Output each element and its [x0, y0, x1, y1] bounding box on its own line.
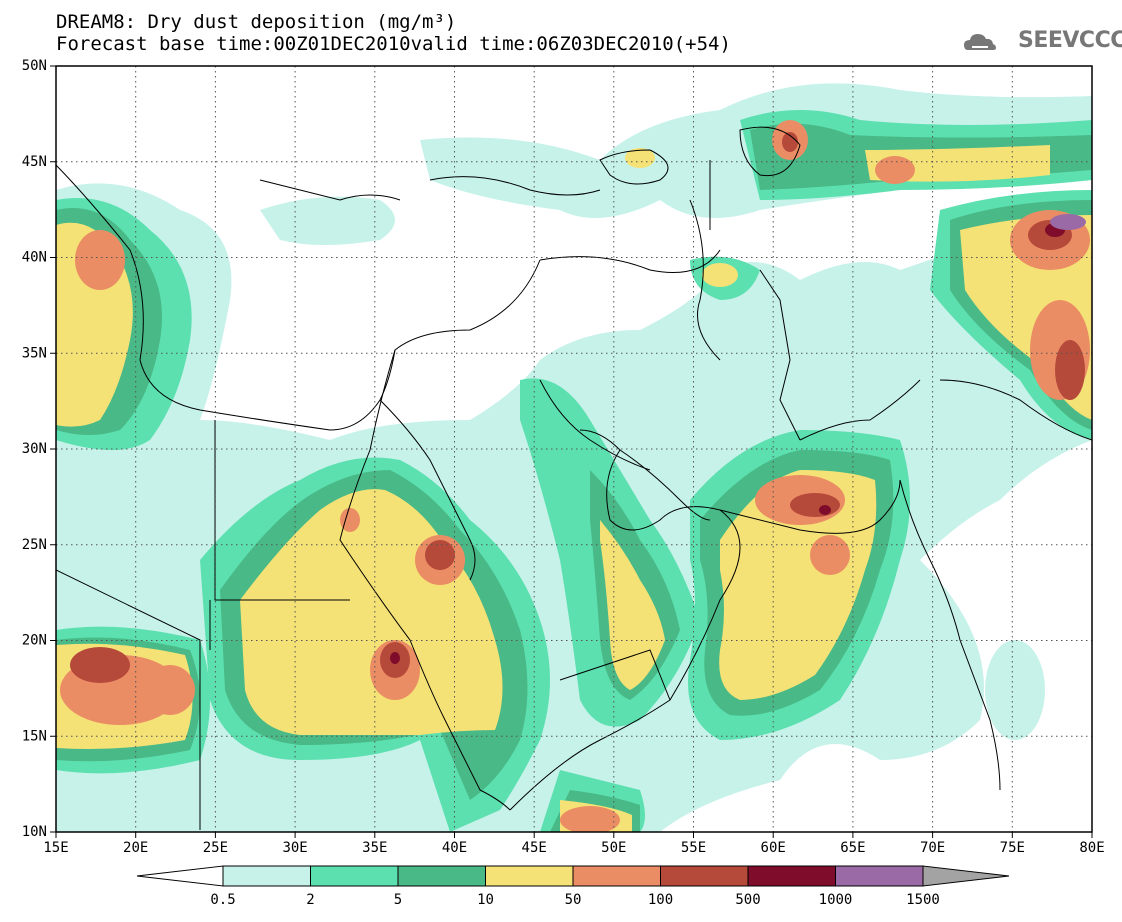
level-100-region — [70, 132, 1085, 683]
lat-label: 50N — [22, 58, 47, 74]
colorbar-legend — [136, 865, 1010, 887]
lon-label: 70E — [920, 840, 945, 856]
lon-labels: 15E 20E 25E 30E 35E 40E 45E 50E 55E 60E … — [43, 840, 1104, 856]
colorbar-swatch-3 — [397, 865, 486, 887]
colorbar-label: 1000 — [819, 892, 853, 908]
lon-label: 65E — [840, 840, 865, 856]
colorbar-swatch-5 — [572, 865, 661, 887]
lon-label: 75E — [1000, 840, 1025, 856]
colorbar-swatch-1 — [222, 865, 311, 887]
coastlines — [56, 126, 1092, 830]
lat-label: 45N — [22, 154, 47, 170]
lon-label: 80E — [1079, 840, 1104, 856]
colorbar-label: 5 — [394, 892, 402, 908]
lat-label: 25N — [22, 537, 47, 553]
lon-label: 30E — [282, 840, 307, 856]
cloud-logo-icon — [964, 34, 996, 50]
lon-label: 15E — [43, 840, 68, 856]
colorbar-swatch-8 — [835, 865, 924, 887]
colorbar-label: 100 — [648, 892, 673, 908]
level-1000-region — [1050, 214, 1086, 230]
map-subtitle: Forecast base time:00Z01DEC2010valid tim… — [56, 33, 731, 55]
lat-label: 15N — [22, 728, 47, 744]
lon-label: 60E — [761, 840, 786, 856]
lon-label: 20E — [123, 840, 148, 856]
colorbar-swatch-6 — [660, 865, 749, 887]
lat-label: 35N — [22, 345, 47, 361]
lon-label: 25E — [203, 840, 228, 856]
colorbar-swatch-2 — [310, 865, 399, 887]
colorbar-label: 10 — [477, 892, 494, 908]
lat-label: 10N — [22, 824, 47, 840]
tick-marks — [50, 65, 1093, 838]
colorbar-swatch-0 — [136, 865, 224, 887]
colorbar-label: 50 — [565, 892, 582, 908]
colorbar-label: 1500 — [906, 892, 940, 908]
colorbar-swatch-7 — [747, 865, 836, 887]
colorbar-label: 500 — [735, 892, 760, 908]
lon-label: 35E — [362, 840, 387, 856]
deposition-field — [56, 83, 1092, 832]
colorbar-labels: 0.5 2 5 10 50 100 500 1000 1500 — [210, 892, 940, 908]
colorbar-swatch-4 — [485, 865, 574, 887]
colorbar-label: 0.5 — [210, 892, 235, 908]
lon-label: 50E — [601, 840, 626, 856]
map-title: DREAM8: Dry dust deposition (mg/m³) — [56, 11, 457, 33]
lat-labels: 10N 15N 20N 25N 30N 35N 40N 45N 50N — [22, 58, 47, 840]
colorbar-label: 2 — [306, 892, 314, 908]
lat-label: 40N — [22, 250, 47, 266]
lon-label: 55E — [681, 840, 706, 856]
colorbar-swatch-9 — [922, 865, 1010, 887]
lon-label: 45E — [522, 840, 547, 856]
lon-label: 40E — [442, 840, 467, 856]
logo-text: SEEVCCC — [1018, 28, 1122, 53]
lat-label: 20N — [22, 633, 47, 649]
lat-label: 30N — [22, 441, 47, 457]
